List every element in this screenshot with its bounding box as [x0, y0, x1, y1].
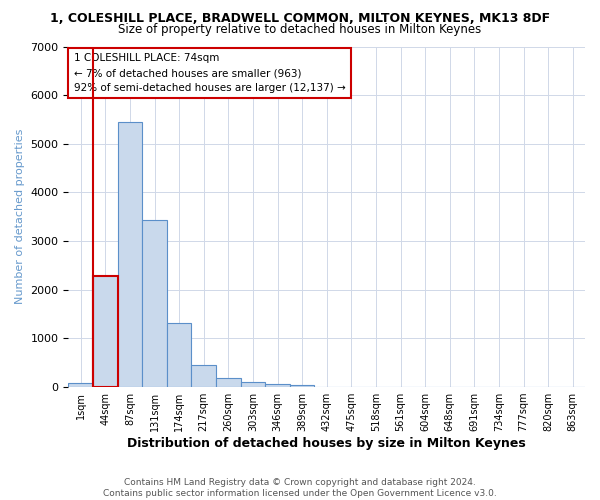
Y-axis label: Number of detached properties: Number of detached properties	[15, 129, 25, 304]
Bar	[167, 324, 191, 387]
Bar	[68, 384, 93, 387]
Bar	[191, 365, 216, 387]
Bar	[93, 276, 118, 387]
Bar	[142, 220, 167, 387]
Text: 1, COLESHILL PLACE, BRADWELL COMMON, MILTON KEYNES, MK13 8DF: 1, COLESHILL PLACE, BRADWELL COMMON, MIL…	[50, 12, 550, 26]
Bar	[241, 382, 265, 387]
Text: Size of property relative to detached houses in Milton Keynes: Size of property relative to detached ho…	[118, 22, 482, 36]
X-axis label: Distribution of detached houses by size in Milton Keynes: Distribution of detached houses by size …	[127, 437, 526, 450]
Bar	[216, 378, 241, 387]
Text: 1 COLESHILL PLACE: 74sqm
← 7% of detached houses are smaller (963)
92% of semi-d: 1 COLESHILL PLACE: 74sqm ← 7% of detache…	[74, 54, 346, 93]
Bar	[290, 385, 314, 387]
Bar	[265, 384, 290, 387]
Bar	[93, 276, 118, 387]
Text: Contains HM Land Registry data © Crown copyright and database right 2024.
Contai: Contains HM Land Registry data © Crown c…	[103, 478, 497, 498]
Bar	[118, 122, 142, 387]
